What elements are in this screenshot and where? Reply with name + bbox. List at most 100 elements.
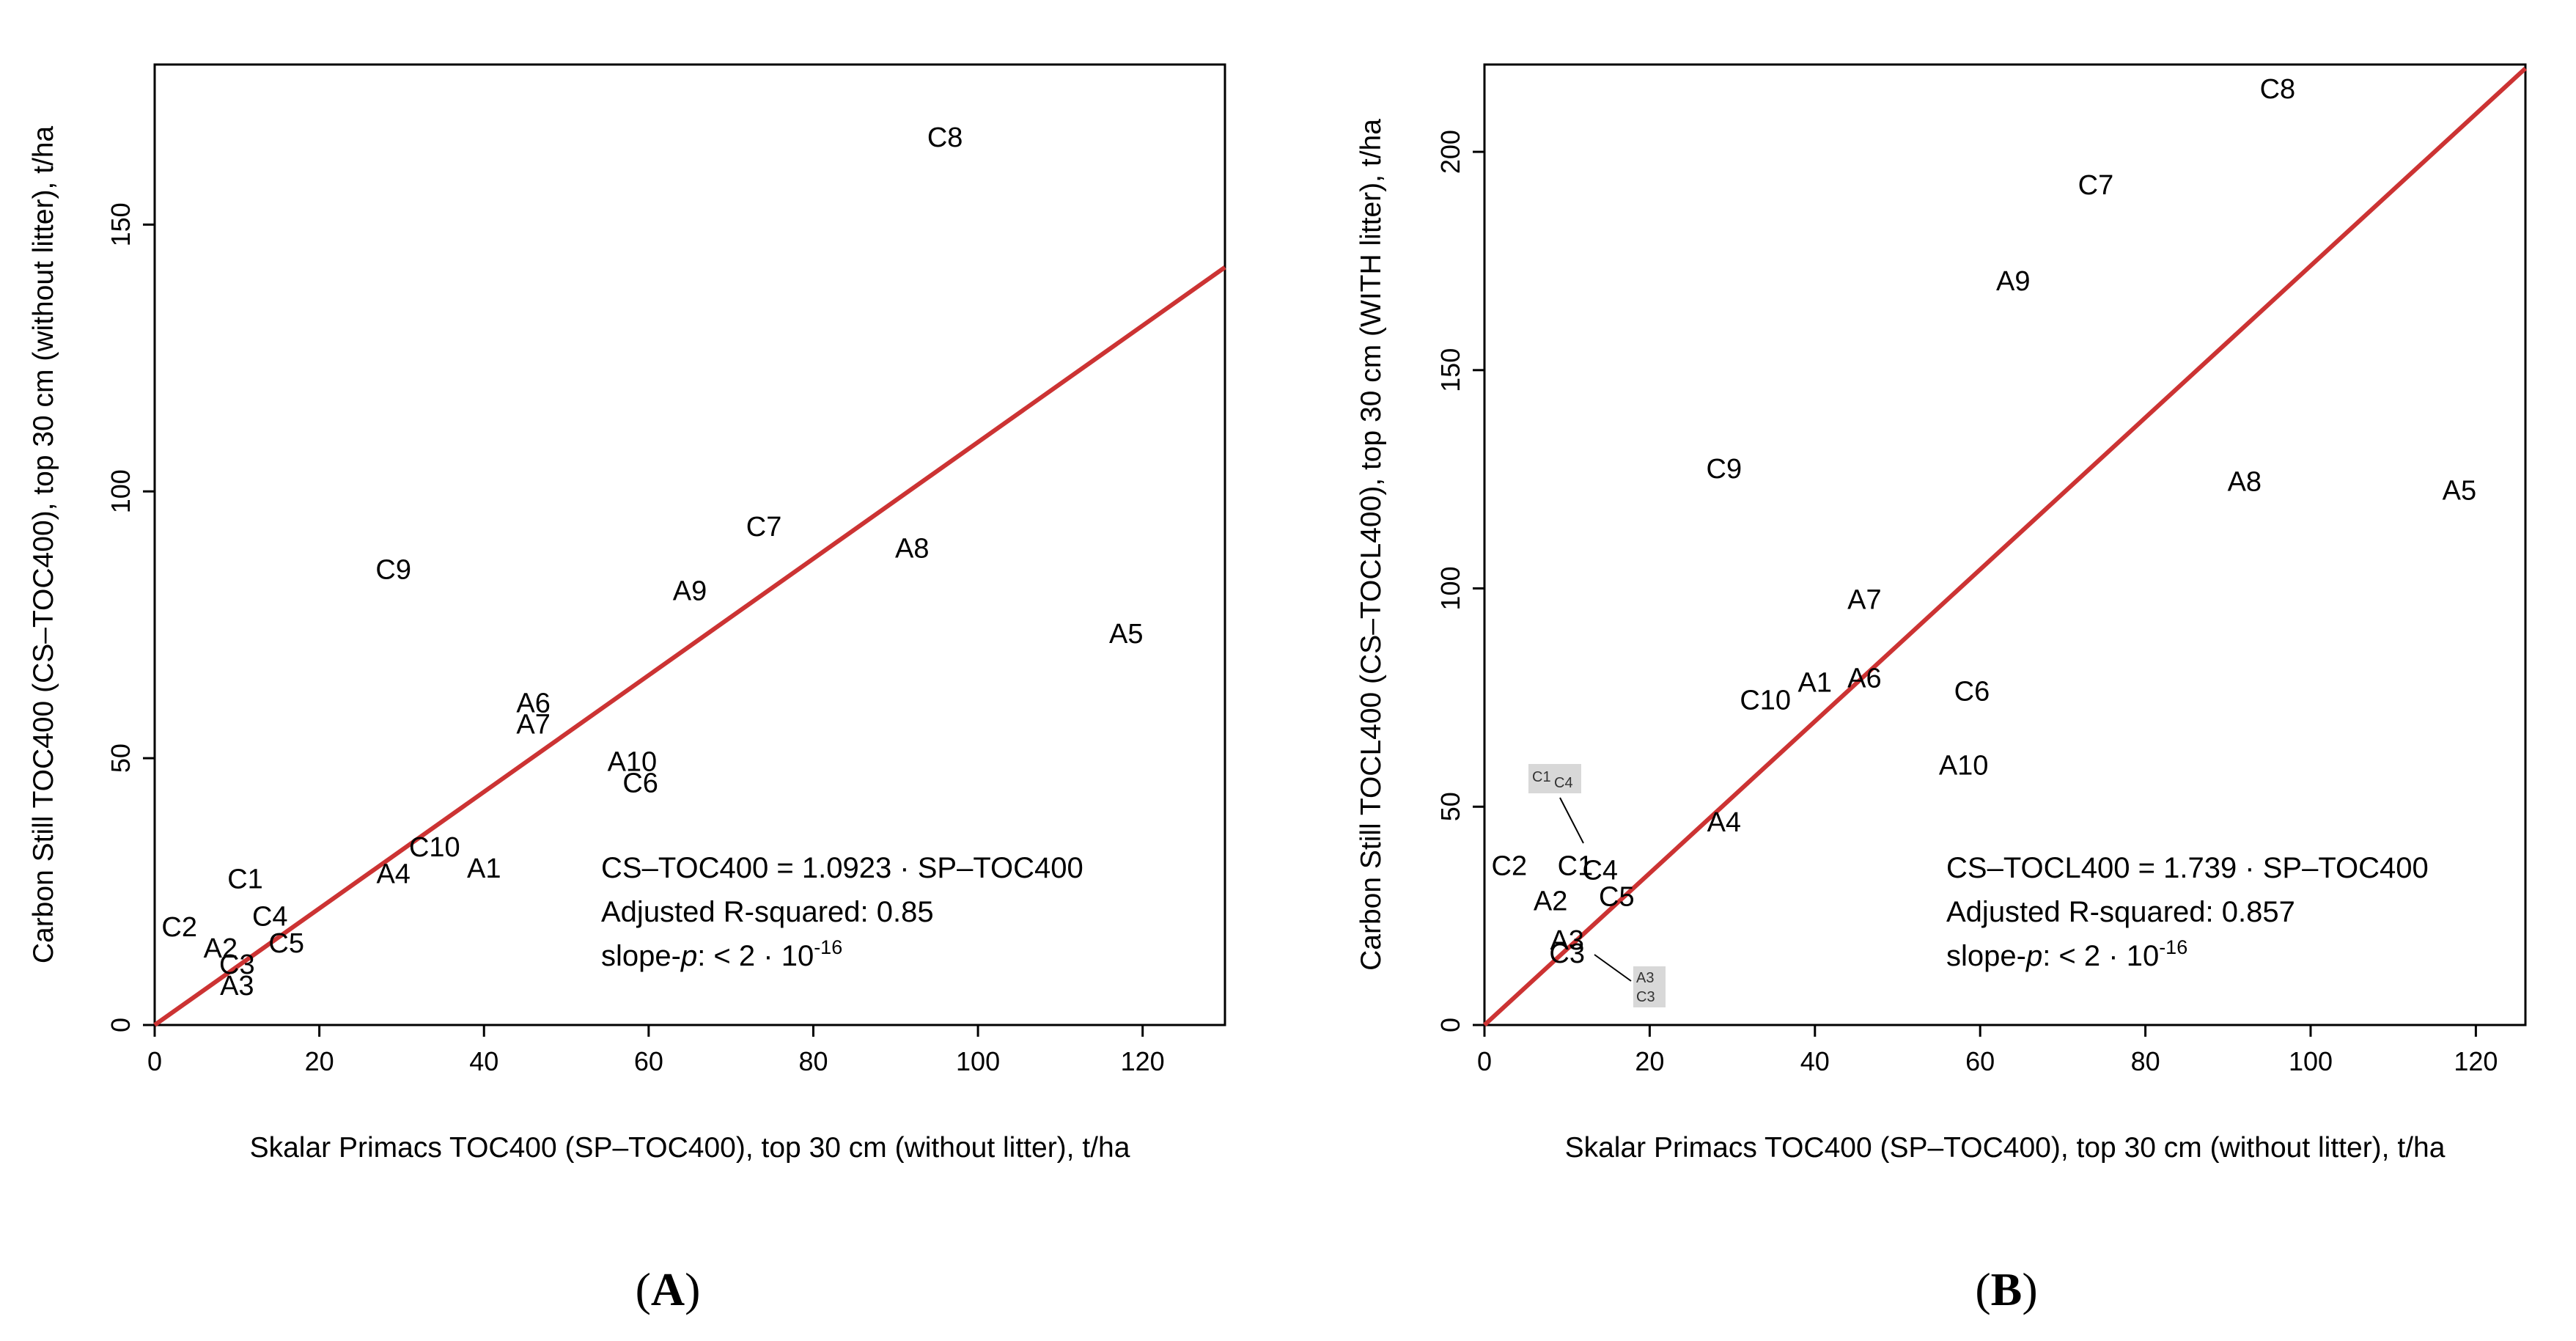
inset-box-c1-c4: [1528, 764, 1581, 793]
point-label-a-a5: A5: [1109, 619, 1143, 650]
point-label-a-a3: A3: [220, 971, 254, 1002]
plot-frame-a: [153, 63, 1226, 1026]
x-tick-label-b-100: 100: [2289, 1046, 2333, 1076]
y-tick-label-a-50: 50: [106, 743, 136, 773]
y-tick-label-b-50: 50: [1435, 792, 1465, 821]
x-tick-label-a-100: 100: [956, 1046, 1000, 1076]
point-label-b-a2: A2: [1534, 886, 1567, 916]
point-label-b-a7: A7: [1847, 584, 1881, 615]
point-label-a-a1: A1: [467, 853, 501, 884]
slope-text-a: : < 2 · 10: [697, 940, 814, 972]
inset-label-a3: A3: [1636, 970, 1654, 986]
inset-c1-c4: C1 C4: [1528, 764, 1584, 844]
chart-b: 0 20 40 60 80 100 120 0 50 100 150 200 C8 C7 A9 C9 A8 A5…: [1355, 63, 2528, 1315]
inset-leader-c1-c4: [1559, 797, 1584, 844]
point-label-a-c10: C10: [409, 832, 460, 863]
y-tick-label-a-150: 150: [106, 202, 136, 246]
slope-p-a: slope-p: < 2 · 10-16: [601, 936, 842, 972]
slope-p-b: slope-p: < 2 · 10-16: [1946, 936, 2187, 972]
point-label-a-c7: C7: [746, 512, 782, 543]
slope-p-letter-a: p: [680, 940, 697, 972]
point-label-a-a9: A9: [673, 576, 707, 607]
x-tick-label-b-20: 20: [1635, 1046, 1664, 1076]
point-label-b-c6: C6: [1954, 676, 1990, 707]
panel-label-a: (A): [636, 1263, 701, 1315]
point-label-b-a8: A8: [2228, 467, 2262, 498]
x-tick-label-b-60: 60: [1965, 1046, 1995, 1076]
inset-box-a3-c3: [1633, 966, 1666, 1007]
point-label-b-c2: C2: [1492, 851, 1528, 882]
point-label-b-a10: A10: [1939, 751, 1989, 782]
x-tick-label-a-20: 20: [305, 1046, 334, 1076]
x-tick-label-b-40: 40: [1800, 1046, 1830, 1076]
inset-a3-c3: A3 C3: [1594, 954, 1666, 1007]
point-label-a-c6: C6: [622, 768, 658, 799]
slope-exp-b: -16: [2159, 936, 2187, 958]
slope-prefix-a: slope-: [601, 940, 681, 972]
point-label-a-c1: C1: [227, 864, 263, 895]
inset-label-c3: C3: [1636, 989, 1655, 1005]
point-label-b-c8: C8: [2260, 74, 2296, 105]
x-tick-label-a-120: 120: [1121, 1046, 1165, 1076]
x-axis-label-b: Skalar Primacs TOC400 (SP–TOC400), top 3…: [1565, 1132, 2446, 1164]
inset-label-c1: C1: [1532, 769, 1551, 785]
r-squared-b: Adjusted R-squared: 0.857: [1946, 896, 2295, 928]
y-axis-label-a: Carbon Still TOC400 (CS–TOC400), top 30 …: [28, 126, 59, 964]
point-label-a-a6: A6: [516, 688, 550, 719]
point-label-b-a1: A1: [1798, 668, 1832, 699]
slope-prefix-b: slope-: [1946, 940, 2026, 972]
x-tick-label-b-120: 120: [2454, 1046, 2498, 1076]
slope-exp-a: -16: [814, 936, 842, 958]
point-label-a-c3: C3: [219, 949, 255, 980]
point-label-b-a9: A9: [1996, 266, 2030, 297]
point-label-b-c1: C1: [1558, 851, 1594, 882]
point-label-a-a7: A7: [516, 709, 550, 740]
x-tick-label-a-0: 0: [147, 1046, 162, 1076]
plot-frame-b: [1483, 63, 2527, 1026]
point-label-b-c7: C7: [2078, 170, 2114, 201]
point-label-a-a2: A2: [204, 933, 238, 964]
equation-a: CS–TOC400 = 1.0923 · SP–TOC400: [601, 852, 1083, 884]
point-label-a-c5: C5: [268, 928, 304, 959]
y-axis-label-b: Carbon Still TOCL400 (CS–TOCL400), top 3…: [1355, 119, 1387, 971]
y-tick-label-a-100: 100: [106, 469, 136, 513]
point-label-b-c4: C4: [1582, 856, 1618, 886]
y-tick-label-b-150: 150: [1435, 348, 1465, 392]
point-label-a-a8: A8: [895, 533, 929, 564]
x-tick-label-b-0: 0: [1477, 1046, 1492, 1076]
inset-leader-a3-c3: [1594, 954, 1632, 982]
point-label-b-c10: C10: [1740, 685, 1791, 716]
point-label-a-c4: C4: [252, 901, 288, 932]
point-label-a-a4: A4: [376, 859, 410, 889]
point-label-a-c9: C9: [375, 554, 411, 585]
panel-label-b: (B): [1975, 1263, 2037, 1315]
x-tick-label-a-80: 80: [798, 1046, 828, 1076]
y-tick-label-b-200: 200: [1435, 130, 1465, 174]
r-squared-a: Adjusted R-squared: 0.85: [601, 896, 934, 928]
x-axis-label-a: Skalar Primacs TOC400 (SP–TOC400), top 3…: [250, 1132, 1130, 1164]
y-tick-label-b-100: 100: [1435, 567, 1465, 611]
point-label-b-c3: C3: [1549, 938, 1585, 969]
x-tick-label-b-80: 80: [2131, 1046, 2160, 1076]
point-label-b-a5: A5: [2443, 476, 2476, 507]
slope-text-b: : < 2 · 10: [2042, 940, 2159, 972]
x-tick-label-a-40: 40: [469, 1046, 498, 1076]
equation-b: CS–TOCL400 = 1.739 · SP–TOC400: [1946, 852, 2429, 884]
point-label-b-a6: A6: [1847, 664, 1881, 694]
panel-letter-b: B: [1991, 1263, 2023, 1315]
point-label-b-c9: C9: [1707, 454, 1743, 485]
y-tick-label-a-0: 0: [106, 1018, 136, 1032]
inset-label-c4: C4: [1554, 775, 1573, 791]
point-label-b-a3: A3: [1550, 925, 1583, 956]
panel-letter-a: A: [651, 1263, 685, 1315]
slope-p-letter-b: p: [2025, 940, 2042, 972]
point-label-b-a4: A4: [1707, 807, 1741, 838]
y-tick-label-b-0: 0: [1435, 1018, 1465, 1032]
regression-line-a: [153, 265, 1226, 1027]
regression-line-b: [1482, 67, 2528, 1027]
x-tick-label-a-60: 60: [634, 1046, 663, 1076]
point-label-a-c8: C8: [927, 122, 963, 153]
point-label-a-a10: A10: [608, 746, 658, 777]
